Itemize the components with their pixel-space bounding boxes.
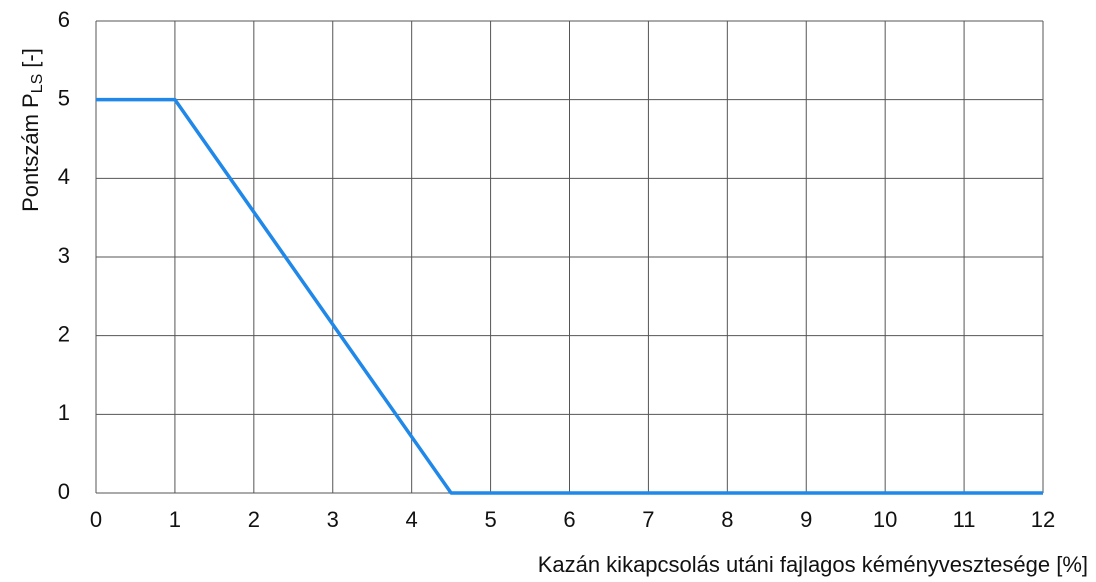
- y-label-subscript: LS: [29, 74, 46, 94]
- y-axis-label: Pontszám PLS [-]: [18, 48, 46, 212]
- x-tick-label: 5: [484, 507, 496, 532]
- y-tick-label: 0: [58, 479, 70, 504]
- x-tick-label: 4: [406, 507, 418, 532]
- x-tick-label: 7: [642, 507, 654, 532]
- y-tick-label: 1: [58, 400, 70, 425]
- y-label-unit: [-]: [18, 48, 43, 68]
- x-tick-label: 0: [90, 507, 102, 532]
- y-tick-label: 4: [58, 164, 70, 189]
- x-tick-label: 2: [248, 507, 260, 532]
- x-tick-label: 8: [721, 507, 733, 532]
- x-tick-label: 10: [873, 507, 897, 532]
- data-line: [96, 97, 1043, 495]
- y-tick-label: 3: [58, 243, 70, 268]
- x-tick-label: 12: [1031, 507, 1055, 532]
- y-tick-label: 5: [58, 85, 70, 110]
- y-tick-label: 6: [58, 7, 70, 32]
- x-tick-label: 11: [953, 507, 976, 532]
- x-tick-label: 6: [563, 507, 575, 532]
- x-axis-label: Kazán kikapcsolás utáni fajlagos kéményv…: [538, 552, 1088, 577]
- x-tick-label: 3: [327, 507, 339, 532]
- y-tick-label: 2: [58, 321, 70, 346]
- x-tick-label: 1: [169, 507, 181, 532]
- x-tick-label: 9: [800, 507, 812, 532]
- y-label-main: Pontszám P: [18, 93, 43, 212]
